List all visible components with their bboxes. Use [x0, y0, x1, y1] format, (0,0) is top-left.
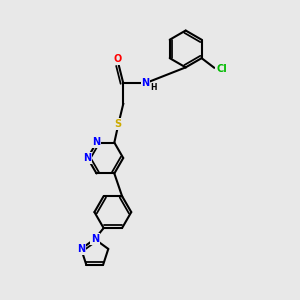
Text: N: N [142, 78, 150, 88]
Text: S: S [115, 119, 122, 129]
Text: H: H [151, 83, 157, 92]
Text: N: N [91, 234, 99, 244]
Text: N: N [77, 244, 85, 254]
Text: N: N [83, 153, 91, 163]
Text: O: O [113, 54, 122, 64]
Text: N: N [92, 137, 101, 147]
Text: Cl: Cl [216, 64, 227, 74]
